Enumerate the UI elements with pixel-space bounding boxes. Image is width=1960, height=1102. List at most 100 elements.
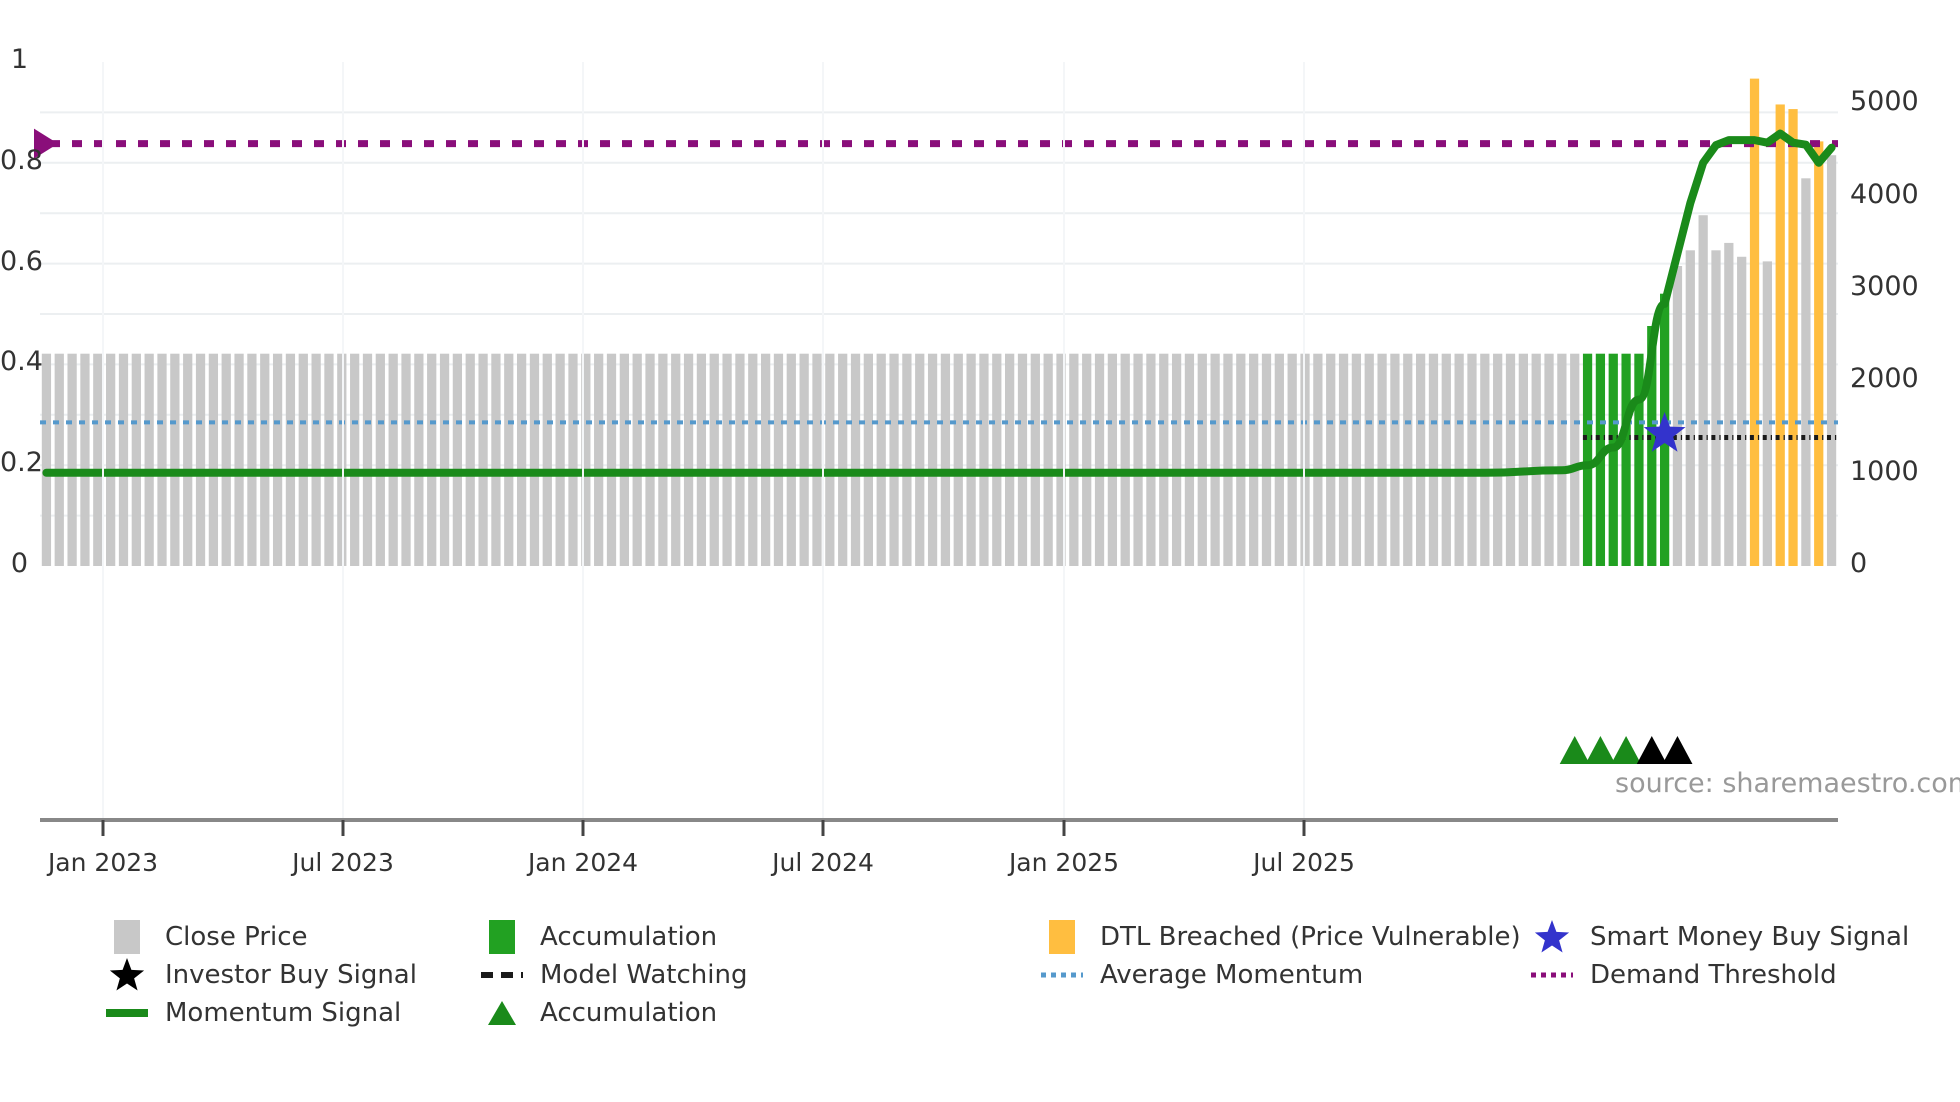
smart-money-buy-signal-star-icon <box>1643 411 1686 452</box>
legend-dtl-breached[interactable]: DTL Breached (Price Vulnerable) <box>1040 918 1521 956</box>
y-axis-right-tick-label: 3000 <box>1850 271 1919 303</box>
close-price-bar <box>658 353 668 566</box>
close-price-bar <box>1698 215 1708 567</box>
legend-demand-threshold[interactable]: Demand Threshold <box>1530 956 1837 994</box>
close-price-bar <box>1364 353 1374 566</box>
legend-momentum-signal[interactable]: Momentum Signal <box>105 994 401 1032</box>
close-price-bar <box>1390 353 1400 566</box>
close-price-bar <box>812 353 822 566</box>
y-axis-right-tick-label: 1000 <box>1850 455 1919 487</box>
close-price-bar <box>1544 353 1554 566</box>
close-price-bar <box>1171 353 1182 566</box>
close-price-bar <box>337 353 347 566</box>
legend-smart-money-buy-signal[interactable]: Smart Money Buy Signal <box>1530 918 1909 956</box>
close-price-bar <box>504 353 514 566</box>
close-price-bar <box>1261 353 1272 566</box>
close-price-bar <box>298 353 308 566</box>
close-price-bar <box>80 353 90 566</box>
close-price-bar <box>1801 178 1811 566</box>
legend-accumulation-bar[interactable]: Accumulation <box>480 918 717 956</box>
close-price-bar <box>761 353 771 566</box>
close-price-bar <box>992 353 1002 566</box>
close-price-bar <box>1672 266 1683 566</box>
source-attribution: source: sharemaestro.com <box>1615 768 1960 799</box>
x-axis-tick-label: Jul 2023 <box>292 848 394 877</box>
legend-model-watching[interactable]: Model Watching <box>480 956 747 994</box>
close-price-bar <box>452 353 463 566</box>
legend-close-price[interactable]: Close Price <box>105 918 308 956</box>
close-price-bar <box>1107 353 1118 566</box>
close-price-bar <box>1030 353 1040 566</box>
close-price-bar <box>555 353 565 566</box>
close-price-bar <box>401 353 411 566</box>
close-price-bar <box>863 353 873 566</box>
close-price-bar <box>1223 353 1233 566</box>
legend-line-icon <box>1041 972 1083 978</box>
close-price-bar <box>1711 250 1721 566</box>
close-price-bar <box>285 353 296 566</box>
close-price-bar <box>1480 353 1490 566</box>
close-price-bar <box>876 353 886 566</box>
close-price-bar <box>516 353 527 566</box>
legend-item-label: Average Momentum <box>1100 960 1364 990</box>
close-price-bar <box>375 353 385 566</box>
close-price-bar <box>1287 353 1297 566</box>
close-price-bar <box>568 353 578 566</box>
legend-color-swatch <box>1049 920 1075 954</box>
close-price-bar <box>221 353 231 566</box>
close-price-bar <box>529 353 540 566</box>
x-axis-tick-label: Jan 2025 <box>1008 848 1120 877</box>
close-price-bar <box>1005 353 1015 566</box>
close-price-bars <box>41 78 1837 567</box>
close-price-bar <box>131 353 141 566</box>
y-axis-left-tick-label: 1 <box>10 44 28 75</box>
close-price-bar <box>67 353 77 566</box>
close-price-bar <box>183 353 193 566</box>
close-price-bar <box>1236 353 1246 566</box>
close-price-bar <box>1518 353 1528 566</box>
close-price-bar <box>1338 353 1349 566</box>
close-price-bar <box>1467 353 1477 566</box>
close-price-bar <box>594 353 604 566</box>
demand-threshold-arrow-icon <box>34 128 58 159</box>
accumulation-bar <box>1634 353 1644 566</box>
accumulation-bar <box>1621 353 1631 566</box>
y-axis-left-tick-label: 0.2 <box>0 447 43 479</box>
legend-accumulation-triangle[interactable]: Accumulation <box>480 994 717 1032</box>
close-price-bar <box>350 353 360 566</box>
legend-item-label: Model Watching <box>540 960 748 990</box>
dtl-breached-bar <box>1814 141 1824 566</box>
legend-investor-buy-signal[interactable]: Investor Buy Signal <box>105 956 417 994</box>
y-axis-left-tick-label: 0.4 <box>0 346 43 378</box>
close-price-bar <box>324 353 334 566</box>
close-price-bar <box>1570 353 1580 566</box>
legend-line-icon <box>481 972 523 978</box>
close-price-bar <box>1274 353 1284 566</box>
close-price-bar <box>799 353 809 566</box>
legend-average-momentum[interactable]: Average Momentum <box>1040 956 1363 994</box>
close-price-bar <box>1197 353 1207 566</box>
close-price-bar <box>645 353 655 566</box>
close-price-bar <box>1724 242 1734 567</box>
momentum-signal-line <box>42 129 1836 477</box>
close-price-bar <box>478 353 488 566</box>
close-price-bar <box>1685 250 1695 566</box>
y-axis-right-tick-label: 4000 <box>1850 178 1919 210</box>
legend-triangle-icon <box>488 1001 516 1025</box>
close-price-bar <box>1762 261 1772 566</box>
close-price-bar <box>979 353 989 566</box>
close-price-bar <box>41 353 52 566</box>
x-axis-tick-label: Jan 2023 <box>47 848 159 877</box>
close-price-bar <box>632 353 642 566</box>
accumulation-bar <box>1647 326 1657 566</box>
close-price-bar <box>1184 353 1195 566</box>
legend-item-label: Accumulation <box>540 998 718 1028</box>
close-price-bar <box>1133 353 1143 566</box>
accumulation-bar <box>1582 353 1593 566</box>
close-price-bar <box>1017 353 1028 566</box>
close-price-bar <box>1326 353 1336 566</box>
close-price-bar <box>722 353 732 566</box>
close-price-bar <box>195 353 206 566</box>
close-price-bar <box>247 353 257 566</box>
